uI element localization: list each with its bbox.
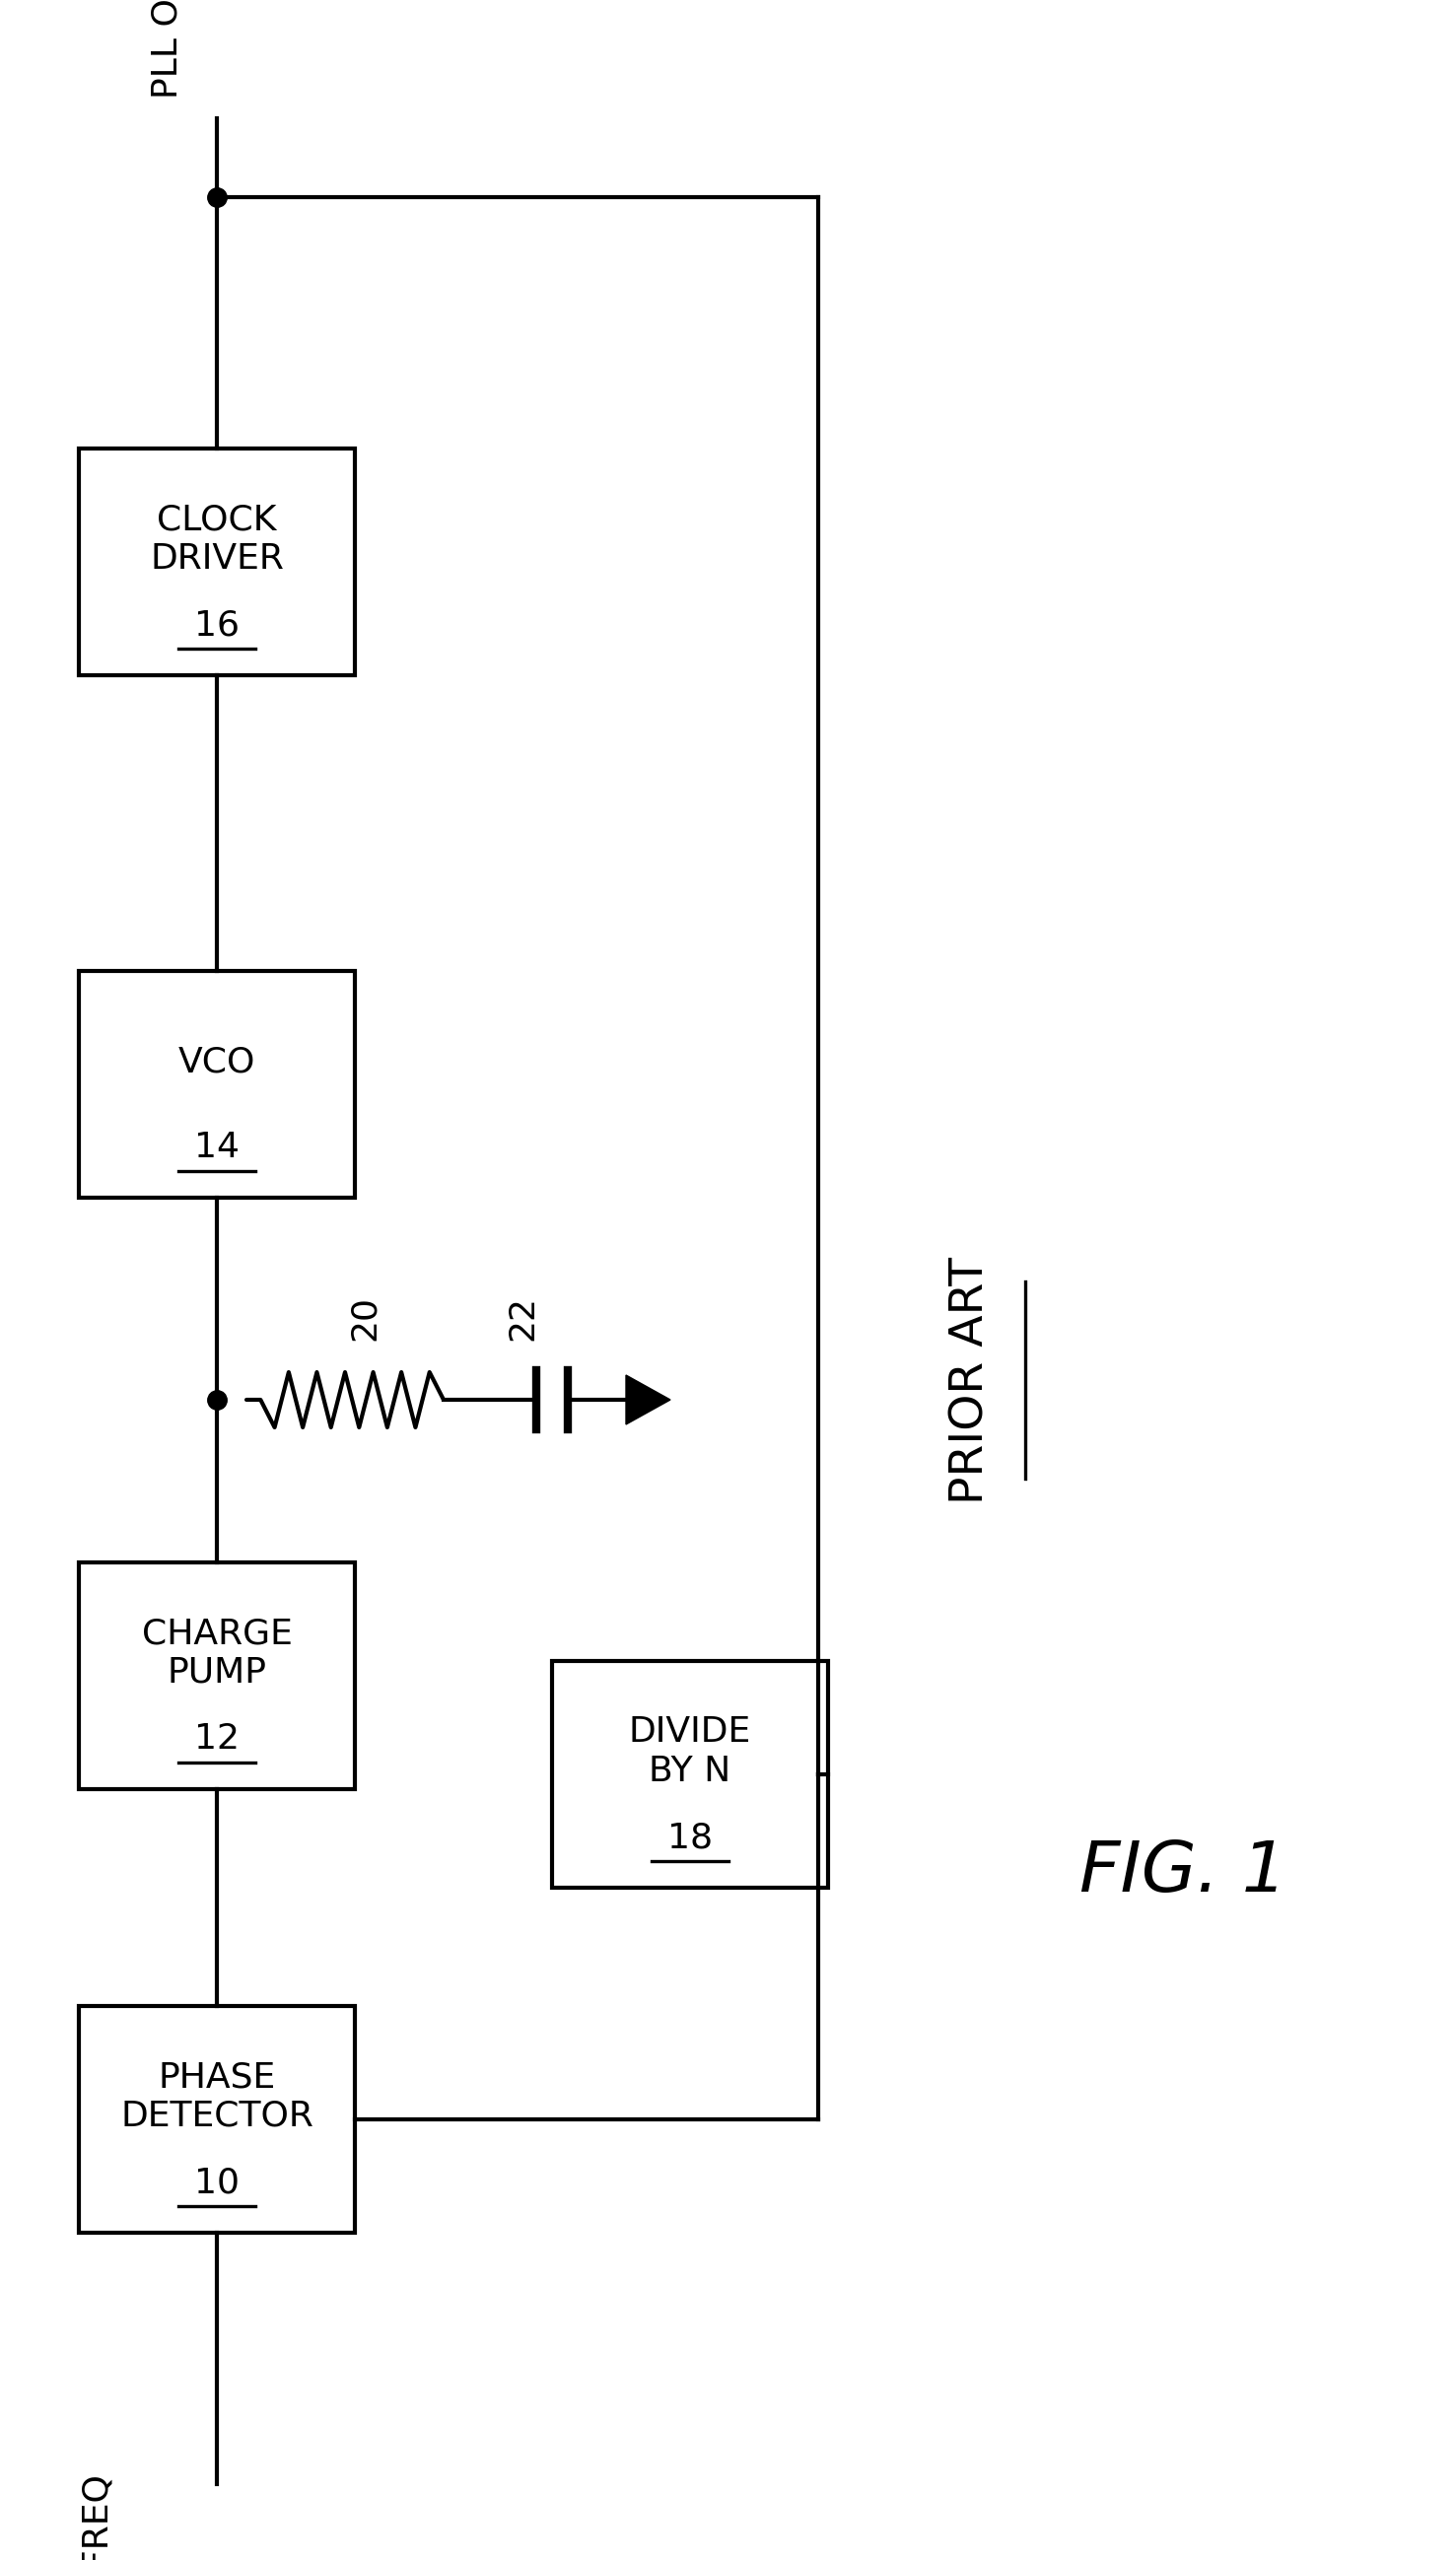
Text: PHASE
DETECTOR: PHASE DETECTOR [121, 2061, 313, 2132]
Polygon shape [626, 1375, 670, 1423]
Text: CHARGE
PUMP: CHARGE PUMP [141, 1618, 293, 1690]
Text: 20: 20 [348, 1295, 381, 1341]
Bar [552, 1661, 828, 1887]
Bar [79, 2007, 355, 2232]
Text: VCO: VCO [178, 1044, 255, 1078]
Bar [79, 448, 355, 676]
Text: 14: 14 [194, 1132, 240, 1165]
Text: 12: 12 [194, 1723, 240, 1756]
Text: PRIOR ART: PRIOR ART [949, 1257, 993, 1503]
Text: CLOCK
DRIVER: CLOCK DRIVER [150, 502, 284, 576]
Bar [79, 970, 355, 1198]
Text: 16: 16 [194, 609, 240, 643]
Text: REF FREQ: REF FREQ [82, 2473, 115, 2560]
Text: 10: 10 [194, 2166, 240, 2199]
Text: 18: 18 [667, 1820, 713, 1853]
Text: 22: 22 [505, 1295, 539, 1341]
Bar [79, 1562, 355, 1789]
Text: FIG. 1: FIG. 1 [1079, 1838, 1287, 1907]
Text: PLL OUT: PLL OUT [151, 0, 185, 100]
Text: DIVIDE
BY N: DIVIDE BY N [629, 1715, 751, 1787]
